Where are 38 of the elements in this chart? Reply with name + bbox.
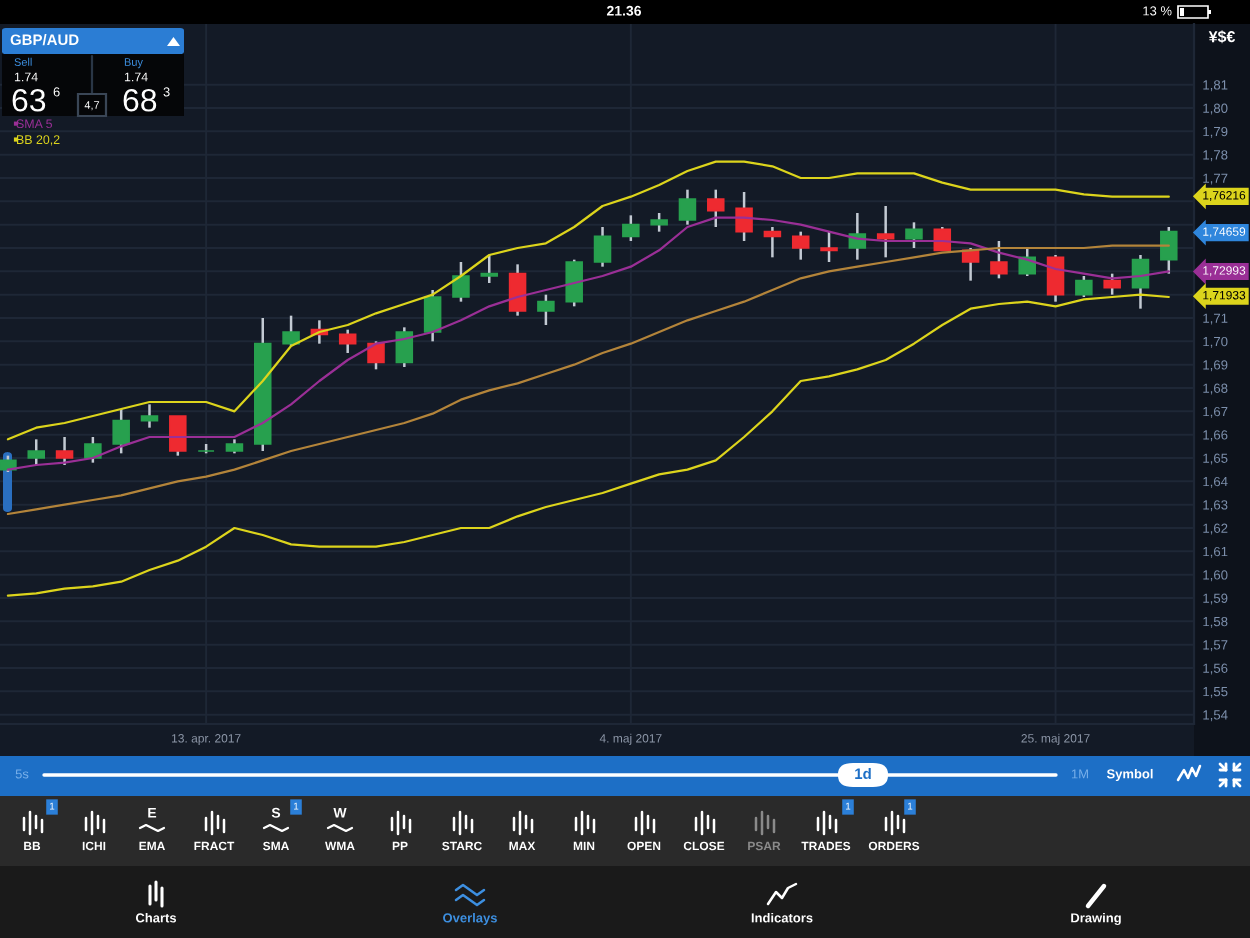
candlestick bbox=[27, 438, 46, 467]
candlestick bbox=[1103, 272, 1121, 296]
candlestick bbox=[876, 204, 895, 259]
candlestick bbox=[1046, 253, 1065, 303]
line-series bbox=[6, 160, 1170, 441]
candlestick bbox=[1075, 274, 1093, 299]
annotation: 63 bbox=[12, 88, 46, 112]
candlestick bbox=[678, 188, 697, 226]
candlestick bbox=[990, 239, 1008, 280]
line-series bbox=[6, 293, 1170, 597]
candlestick bbox=[905, 221, 923, 250]
candlestick bbox=[169, 414, 187, 457]
candlestick bbox=[55, 435, 74, 467]
candlestick bbox=[622, 214, 640, 243]
candlestick bbox=[367, 340, 385, 371]
candlestick bbox=[537, 293, 555, 327]
candlestick bbox=[140, 403, 159, 429]
candlestick bbox=[763, 225, 782, 259]
candlestick bbox=[707, 188, 725, 229]
candlestick bbox=[423, 288, 442, 343]
candlestick bbox=[820, 230, 838, 264]
candlestick bbox=[593, 225, 612, 268]
candlestick bbox=[112, 407, 130, 455]
candlestick bbox=[338, 328, 357, 355]
candlestick bbox=[395, 326, 414, 369]
annotation: 68 bbox=[123, 88, 157, 112]
candlestick bbox=[565, 258, 583, 308]
candlestick bbox=[1160, 225, 1178, 275]
candlestick bbox=[508, 263, 527, 317]
candlestick bbox=[452, 260, 470, 303]
candlestick bbox=[735, 190, 753, 243]
candlestick bbox=[791, 230, 810, 261]
candlestick bbox=[650, 211, 668, 233]
text: ¥$€ bbox=[1208, 30, 1236, 44]
candlestick bbox=[84, 435, 102, 464]
candlestick bbox=[1131, 253, 1150, 310]
candlestick bbox=[282, 314, 300, 348]
candlestick bbox=[480, 253, 499, 285]
